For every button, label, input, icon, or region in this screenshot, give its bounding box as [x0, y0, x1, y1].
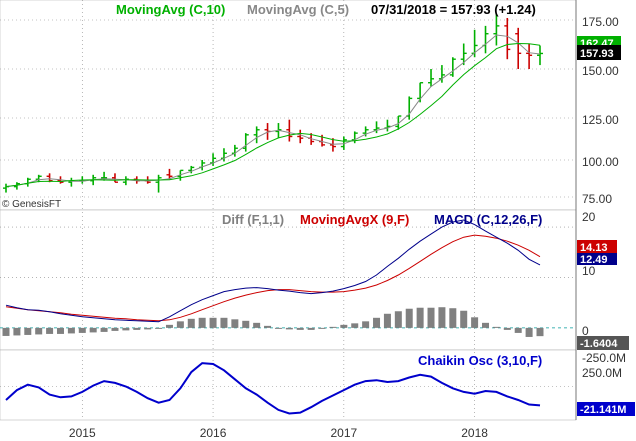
- histogram-bar: [460, 310, 468, 328]
- histogram-bar: [144, 327, 152, 330]
- price-panel: [0, 0, 577, 211]
- macd-y-tick: 10: [582, 264, 596, 278]
- histogram-bar: [492, 326, 500, 328]
- histogram-bar: [514, 327, 522, 333]
- ma5-legend: MovingAvg (C,5): [247, 2, 349, 17]
- histogram-bar: [242, 320, 250, 328]
- chaikin-series: [5, 362, 541, 415]
- histogram-bar: [307, 327, 315, 330]
- histogram-bar: [373, 317, 381, 328]
- histogram-bar: [536, 327, 544, 337]
- macd-legend: MACD (C,12,26,F): [434, 212, 542, 227]
- ma10-line: [5, 42, 541, 188]
- macd-badge: [577, 253, 617, 265]
- diff-badge: [577, 336, 629, 350]
- histogram-bar: [264, 325, 272, 328]
- histogram-bar: [56, 327, 64, 334]
- chaikin-line: [5, 362, 541, 415]
- histogram-bar: [438, 307, 446, 328]
- signal-legend: MovingAvgX (9,F): [300, 212, 409, 227]
- histogram-bar: [78, 327, 86, 333]
- x-axis-ticks: 2015 2016 2017 2018: [69, 426, 488, 440]
- chaikin-y-tick: -250.0M: [582, 351, 626, 365]
- chaikin-badge-text: -21.141M: [580, 404, 626, 416]
- histogram-bar: [274, 327, 282, 329]
- histogram-bar: [187, 318, 195, 328]
- histogram-bar: [35, 327, 43, 335]
- histogram-bar: [416, 307, 424, 328]
- chaikin-y-tick: 250.0M: [582, 366, 622, 380]
- histogram-bar: [209, 317, 217, 328]
- chaikin-badge: [577, 402, 635, 416]
- x-tick-label: 2016: [200, 426, 227, 440]
- credit-label: © GenesisFT: [2, 199, 61, 210]
- histogram-bar: [362, 321, 370, 328]
- histogram-bar: [329, 326, 337, 328]
- price-y-tick: 75.00: [582, 192, 612, 206]
- price-y-tick: 100.00: [582, 155, 619, 169]
- histogram-bar: [525, 327, 533, 337]
- diff-legend: Diff (F,1,1): [222, 212, 284, 227]
- histogram-bar: [231, 319, 239, 328]
- price-y-tick: 125.00: [582, 113, 619, 127]
- histogram-bar: [394, 311, 402, 328]
- histogram-bar: [296, 327, 304, 330]
- histogram-bar: [340, 324, 348, 328]
- signal-line: [5, 234, 541, 322]
- histogram-bar: [165, 324, 173, 328]
- histogram-bar: [285, 327, 293, 330]
- histogram-bar: [253, 322, 261, 328]
- macd-panel: [0, 209, 577, 351]
- histogram-bar: [351, 323, 359, 328]
- ma10-legend: MovingAvg (C,10): [116, 2, 225, 17]
- price-y-tick: 150.00: [582, 64, 619, 78]
- macd-line: [5, 219, 541, 323]
- quote-label: 07/31/2018 = 157.93 (+1.24): [371, 2, 536, 17]
- histogram-bar: [2, 327, 10, 336]
- histogram-bar: [100, 327, 108, 332]
- histogram-bar: [67, 327, 75, 334]
- x-tick-label: 2017: [330, 426, 357, 440]
- histogram-bar: [383, 313, 391, 328]
- macd-y-tick: 0: [582, 324, 589, 338]
- histogram-bar: [471, 317, 479, 328]
- price-series: [3, 14, 543, 193]
- signal-badge-text: 14.13: [580, 242, 608, 254]
- histogram-bar: [427, 307, 435, 328]
- x-tick-label: 2015: [69, 426, 96, 440]
- histogram-bar: [405, 308, 413, 328]
- histogram-bar: [46, 327, 54, 334]
- histogram-bar: [111, 327, 119, 331]
- signal-badge: [577, 240, 617, 254]
- histogram-bar: [482, 322, 490, 328]
- histogram-bar: [155, 327, 163, 329]
- histogram-bar: [449, 308, 457, 328]
- macd-badge-text: 12.49: [580, 254, 608, 266]
- histogram-bar: [220, 317, 228, 328]
- histogram-bar: [89, 327, 97, 333]
- histogram-bar: [198, 317, 206, 328]
- macd-series: [2, 219, 544, 337]
- diff-badge-text: -1.6404: [580, 338, 618, 350]
- histogram-bar: [503, 327, 511, 330]
- chaikin-legend: Chaikin Osc (3,10,F): [418, 353, 542, 368]
- histogram-bar: [122, 327, 130, 331]
- histogram-bar: [318, 327, 326, 329]
- histogram-bar: [24, 327, 32, 335]
- last-price-badge: [577, 45, 621, 60]
- price-y-tick: 175.00: [582, 15, 619, 29]
- price-grid: [0, 0, 576, 420]
- last-price-badge-text: 157.93: [580, 48, 614, 60]
- histogram-bar: [133, 327, 141, 330]
- histogram-bar: [176, 321, 184, 328]
- histogram-bar: [13, 327, 21, 336]
- macd-y-tick: 20: [582, 210, 596, 224]
- x-tick-label: 2018: [461, 426, 488, 440]
